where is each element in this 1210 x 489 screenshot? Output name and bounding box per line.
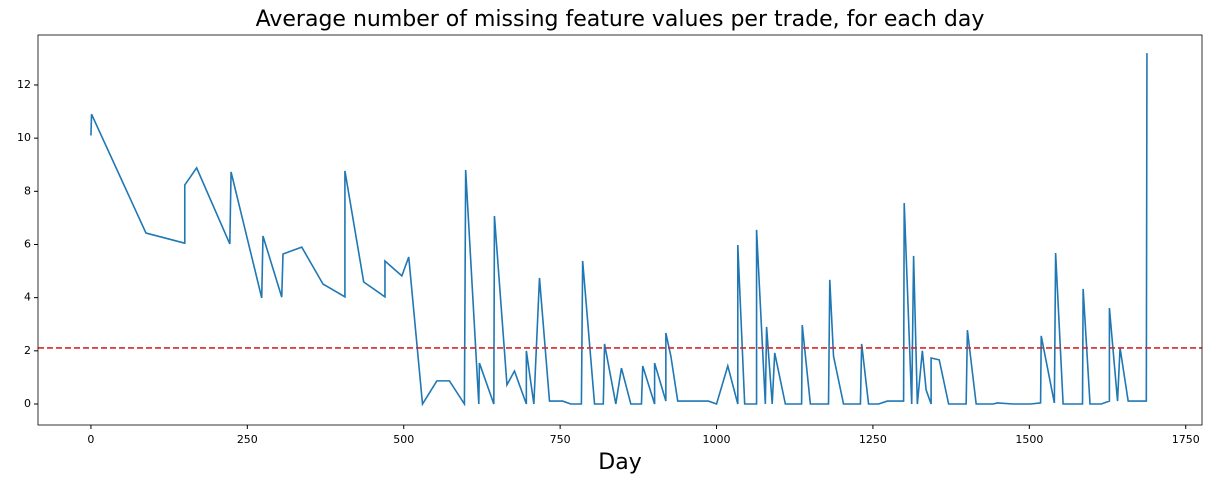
x-tick-label: 1500	[1015, 433, 1043, 446]
x-tick-label: 250	[237, 433, 258, 446]
x-tick-label: 1000	[703, 433, 731, 446]
chart-title: Average number of missing feature values…	[256, 7, 985, 32]
y-tick-label: 10	[17, 131, 31, 144]
y-tick-label: 4	[24, 291, 31, 304]
x-axis-label: Day	[598, 450, 641, 475]
x-tick-label: 500	[393, 433, 414, 446]
data-line	[90, 53, 1148, 407]
y-tick-label: 12	[17, 78, 31, 91]
y-tick-label: 8	[24, 184, 31, 197]
plot-frame	[37, 34, 1203, 426]
x-tick-label: 1750	[1172, 433, 1200, 446]
y-tick-label: 0	[24, 397, 31, 410]
y-tick-label: 6	[24, 237, 31, 250]
x-tick-label: 0	[87, 433, 94, 446]
x-tick-label: 750	[550, 433, 571, 446]
x-tick-label: 1250	[859, 433, 887, 446]
y-tick-label: 2	[24, 344, 31, 357]
